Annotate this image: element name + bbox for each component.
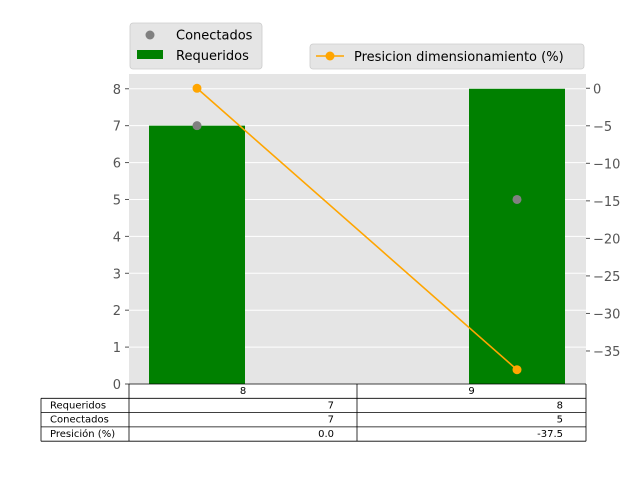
y-left-tick-label-1: 1 (113, 341, 121, 356)
y-right-tick-label-7: −35 (593, 345, 620, 360)
table-cell-0-1: 8 (557, 400, 563, 411)
legend-label-conectados: Conectados (176, 29, 253, 44)
legend-label-requeridos: Requeridos (176, 49, 249, 64)
table-cell-2-0: 0.0 (318, 429, 334, 440)
y-left-tick-label-3: 3 (113, 267, 121, 282)
legend-marker-presicion (325, 51, 335, 61)
legend-label-presicion: Presicion dimensionamiento (%) (354, 50, 564, 65)
point-conectados-9 (512, 194, 522, 204)
line-presicion (196, 87, 518, 371)
y-left-tick-label-5: 5 (113, 193, 121, 208)
y-right-tick-label-1: −5 (593, 120, 612, 135)
point-conectados-8 (192, 121, 202, 131)
table-cell-0-0: 7 (328, 400, 334, 411)
y-right-tick-label-2: −10 (593, 157, 620, 172)
table-cell-2-1: -37.5 (537, 429, 563, 440)
y-left-tick-label-7: 7 (113, 120, 121, 135)
bar-requeridos-9 (469, 88, 565, 384)
point-presicion-8 (192, 83, 202, 93)
y-left-tick-label-6: 6 (113, 157, 121, 172)
bar-requeridos-8 (149, 125, 245, 385)
table-row-label-1: Conectados (50, 415, 109, 426)
table-cell-1-1: 5 (557, 415, 563, 426)
legend-right-box (309, 43, 585, 70)
y-right-tick-label-3: −15 (593, 195, 620, 210)
y-left-tick-label-2: 2 (113, 304, 121, 319)
y-left-tick-label-4: 4 (113, 230, 121, 245)
table-header-8: 8 (240, 386, 246, 397)
y-left-tick-label-8: 8 (113, 83, 121, 98)
table-row-label-0: Requeridos (50, 400, 106, 411)
legend-marker-conectados (145, 30, 155, 40)
table-row-label-2: Presición (%) (50, 428, 115, 440)
legend-marker-requeridos (137, 50, 163, 59)
table-header-9: 9 (468, 386, 474, 397)
point-presicion-9 (512, 365, 522, 375)
y-left-tick-label-0: 0 (113, 378, 121, 393)
y-right-tick-label-0: 0 (593, 82, 601, 97)
y-right-tick-label-5: −25 (593, 270, 620, 285)
table-cell-1-0: 7 (328, 415, 334, 426)
y-right-tick-label-6: −30 (593, 307, 620, 322)
y-right-tick-label-4: −20 (593, 232, 620, 247)
